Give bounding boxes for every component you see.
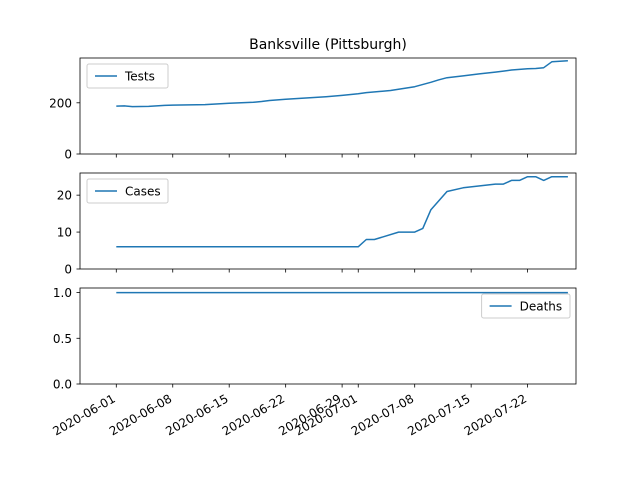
y-tick-label: 200 [49, 96, 72, 110]
x-tick-label: 2020-06-08 [107, 391, 174, 438]
x-tick-label: 2020-07-22 [462, 391, 529, 438]
y-tick-label: 10 [57, 226, 72, 240]
axes-frame [79, 287, 577, 385]
y-tick-label: 0 [64, 263, 72, 277]
legend-box [86, 178, 169, 204]
x-tick-label: 2020-07-15 [405, 391, 472, 438]
x-tick-label: 2020-06-01 [50, 391, 117, 438]
y-tick-label: 20 [57, 189, 72, 203]
y-tick-label: 1.0 [53, 286, 72, 300]
legend: Deaths [481, 293, 571, 319]
legend: Tests [86, 63, 169, 89]
panel-1: Banksville (Pittsburgh) 0 200 Tests [49, 37, 577, 162]
y-tick-label: 0.0 [53, 378, 72, 392]
legend: Cases [86, 178, 169, 204]
panel-3: 0.00.51.02020-06-012020-06-082020-06-152… [50, 286, 577, 438]
series-line-cases [116, 175, 568, 248]
legend-label: Cases [125, 185, 161, 199]
chart-title: Banksville (Pittsburgh) [249, 37, 407, 53]
y-tick-label: 0.5 [53, 332, 72, 346]
x-tick-label: 2020-06-22 [220, 391, 287, 438]
legend-label: Tests [124, 70, 155, 84]
x-tick-label: 2020-07-08 [349, 391, 416, 438]
y-tick-label: 0 [64, 148, 72, 162]
legend-box [86, 63, 169, 89]
x-tick-label: 2020-06-15 [163, 391, 230, 438]
panel-2: 0 10 20 Cases [57, 172, 577, 277]
legend-box [481, 293, 571, 319]
legend-label: Deaths [520, 300, 563, 314]
axes-frame [79, 57, 577, 155]
series-line-tests [116, 60, 568, 108]
axes-frame [79, 172, 577, 270]
